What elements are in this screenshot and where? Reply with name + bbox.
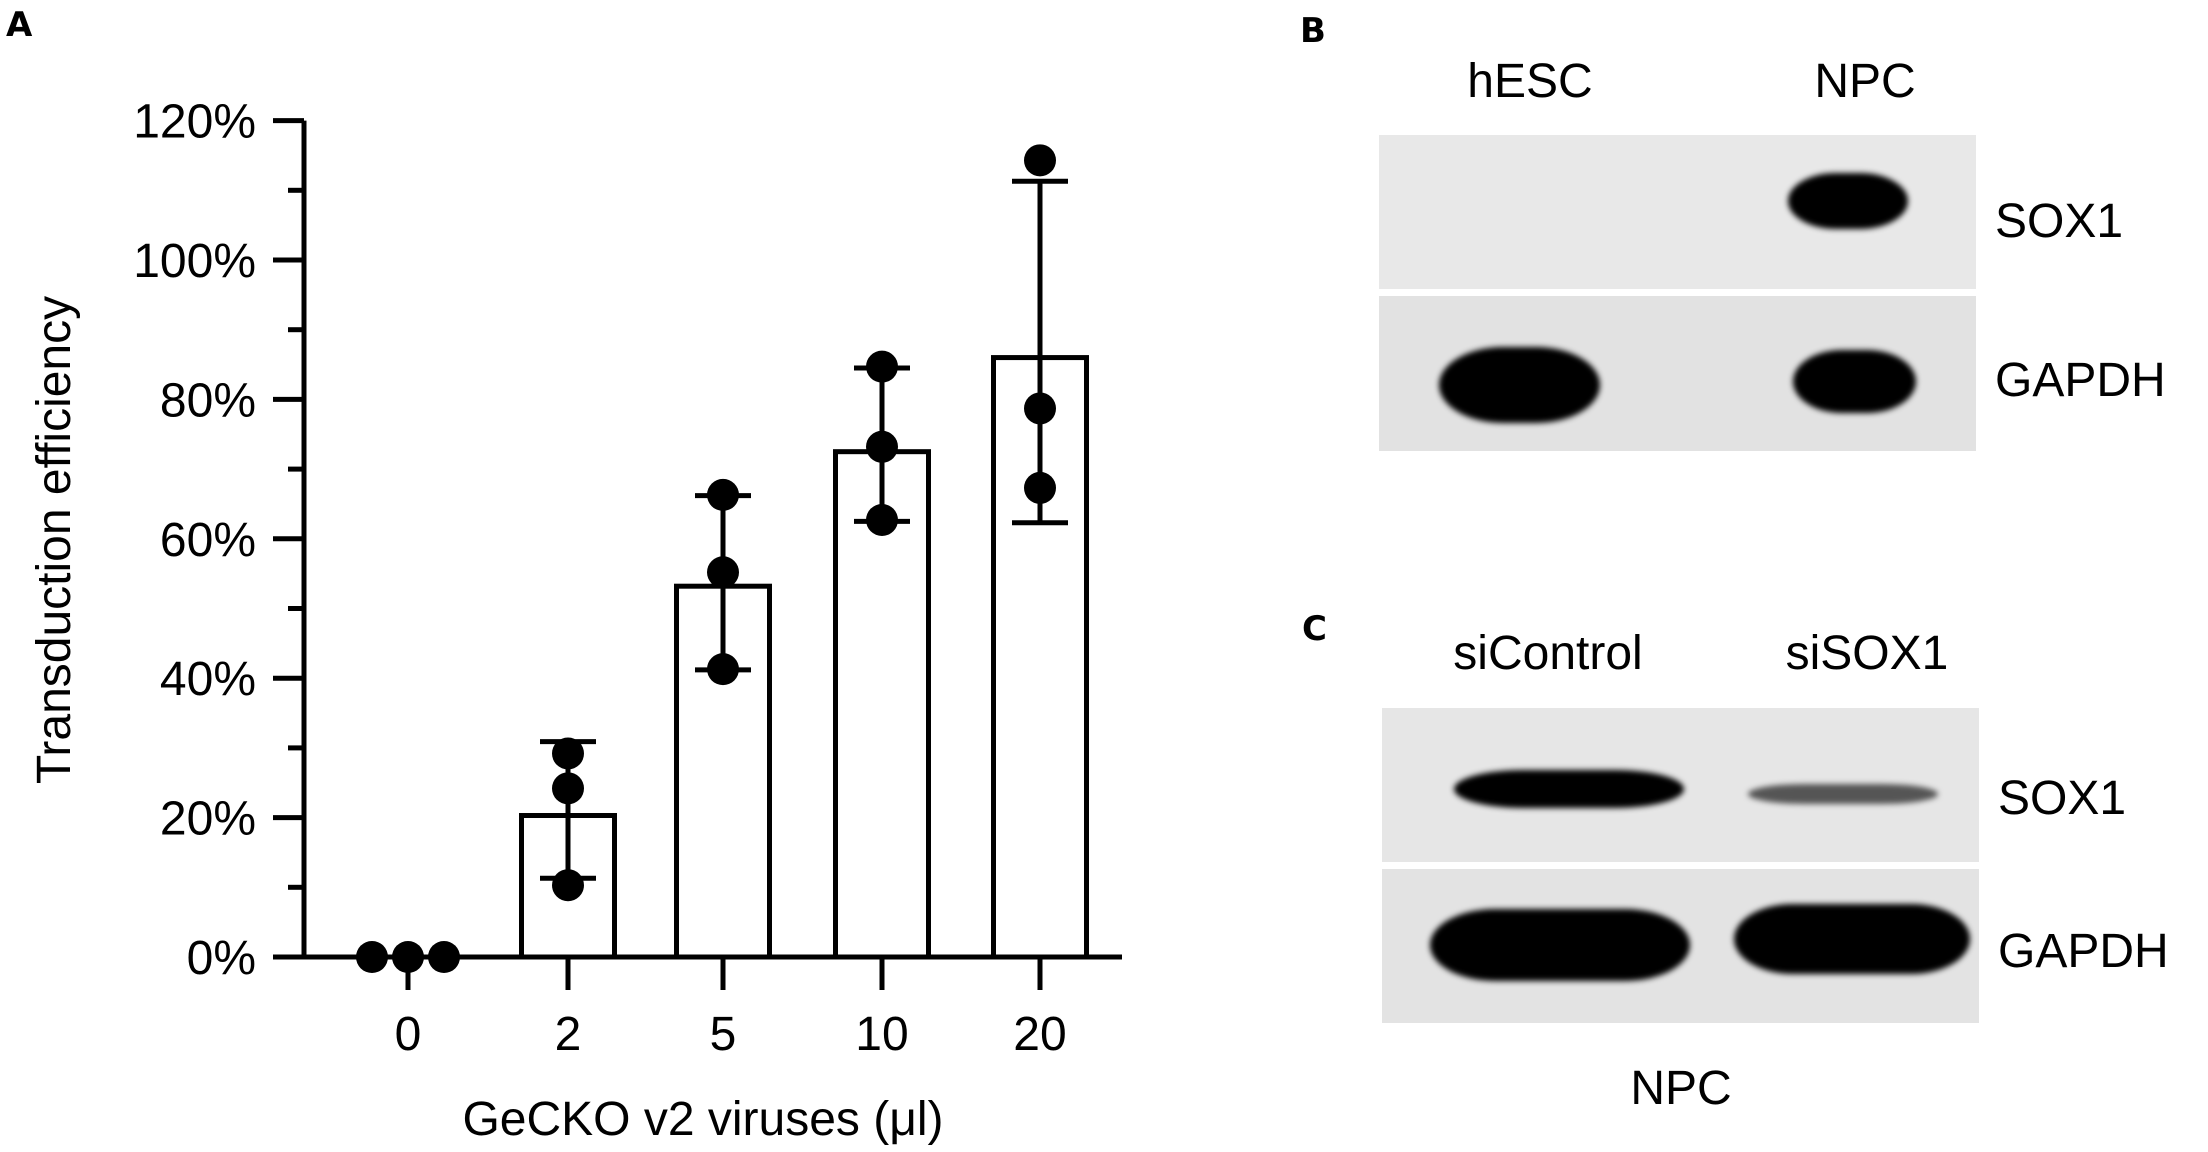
blot-c-footer-npc: NPC bbox=[1630, 1062, 1732, 1115]
x-tick-label: 20 bbox=[1013, 1008, 1066, 1061]
y-tick-label: 80% bbox=[160, 374, 256, 427]
y-tick-label: 100% bbox=[133, 235, 256, 288]
data-point bbox=[707, 653, 739, 686]
y-tick-label: 40% bbox=[160, 653, 256, 706]
row-label-gapdh: GAPDH bbox=[1995, 354, 2166, 407]
band bbox=[1793, 350, 1916, 413]
bar-chart: 0% 20% 40% 60% 80% 100% 120% 0 2 5 10 20 Transducti… bbox=[28, 96, 1122, 1146]
lane-label-sisox1: siSOX1 bbox=[1785, 627, 1949, 680]
y-tick-label: 20% bbox=[160, 793, 256, 846]
data-point bbox=[356, 941, 388, 973]
band bbox=[1454, 770, 1684, 808]
lane-label-hesc: hESC bbox=[1467, 55, 1593, 108]
data-point bbox=[707, 556, 739, 589]
x-tick-label: 2 bbox=[555, 1008, 582, 1061]
data-point bbox=[392, 941, 424, 973]
row-label-sox1: SOX1 bbox=[1998, 772, 2127, 825]
data-point bbox=[866, 430, 898, 463]
data-point bbox=[1024, 471, 1056, 504]
blot-c-gapdh bbox=[1382, 869, 1979, 1023]
data-point bbox=[866, 503, 898, 536]
row-label-gapdh: GAPDH bbox=[1998, 925, 2169, 978]
data-point bbox=[552, 772, 584, 805]
data-point bbox=[1024, 144, 1056, 177]
x-tick-label: 10 bbox=[855, 1008, 908, 1061]
x-tick-label: 0 bbox=[395, 1008, 422, 1061]
data-point bbox=[552, 869, 584, 902]
data-point bbox=[866, 350, 898, 383]
band bbox=[1788, 173, 1908, 229]
row-label-sox1: SOX1 bbox=[1995, 195, 2124, 248]
lane-label-npc: NPC bbox=[1814, 55, 1916, 108]
panel-label-c: C bbox=[1302, 609, 1327, 649]
y-tick-label: 120% bbox=[133, 96, 256, 149]
blot-c-sox1 bbox=[1382, 708, 1979, 862]
band bbox=[1439, 347, 1600, 423]
y-axis-title: Transduction efficiency bbox=[28, 296, 81, 784]
blot-b-gapdh bbox=[1379, 296, 1976, 451]
band bbox=[1734, 904, 1970, 974]
chart-axes: 0% 20% 40% 60% 80% 100% 120% 0 2 5 10 20 bbox=[133, 96, 1122, 1061]
chart-bars bbox=[356, 144, 1089, 973]
panel-label-a: A bbox=[6, 5, 33, 45]
blot-b-sox1 bbox=[1379, 135, 1976, 289]
y-tick-label: 0% bbox=[187, 932, 256, 985]
panel-label-b: B bbox=[1300, 11, 1326, 51]
data-point bbox=[552, 737, 584, 770]
y-tick-label: 60% bbox=[160, 514, 256, 567]
lane-label-sicontrol: siControl bbox=[1453, 627, 1643, 680]
data-point bbox=[707, 478, 739, 511]
band bbox=[1430, 909, 1690, 981]
band bbox=[1748, 784, 1938, 804]
x-axis-title: GeCKO v2 viruses (μl) bbox=[462, 1093, 943, 1146]
x-tick-label: 5 bbox=[710, 1008, 737, 1061]
data-point bbox=[428, 941, 460, 973]
data-point bbox=[1024, 392, 1056, 425]
